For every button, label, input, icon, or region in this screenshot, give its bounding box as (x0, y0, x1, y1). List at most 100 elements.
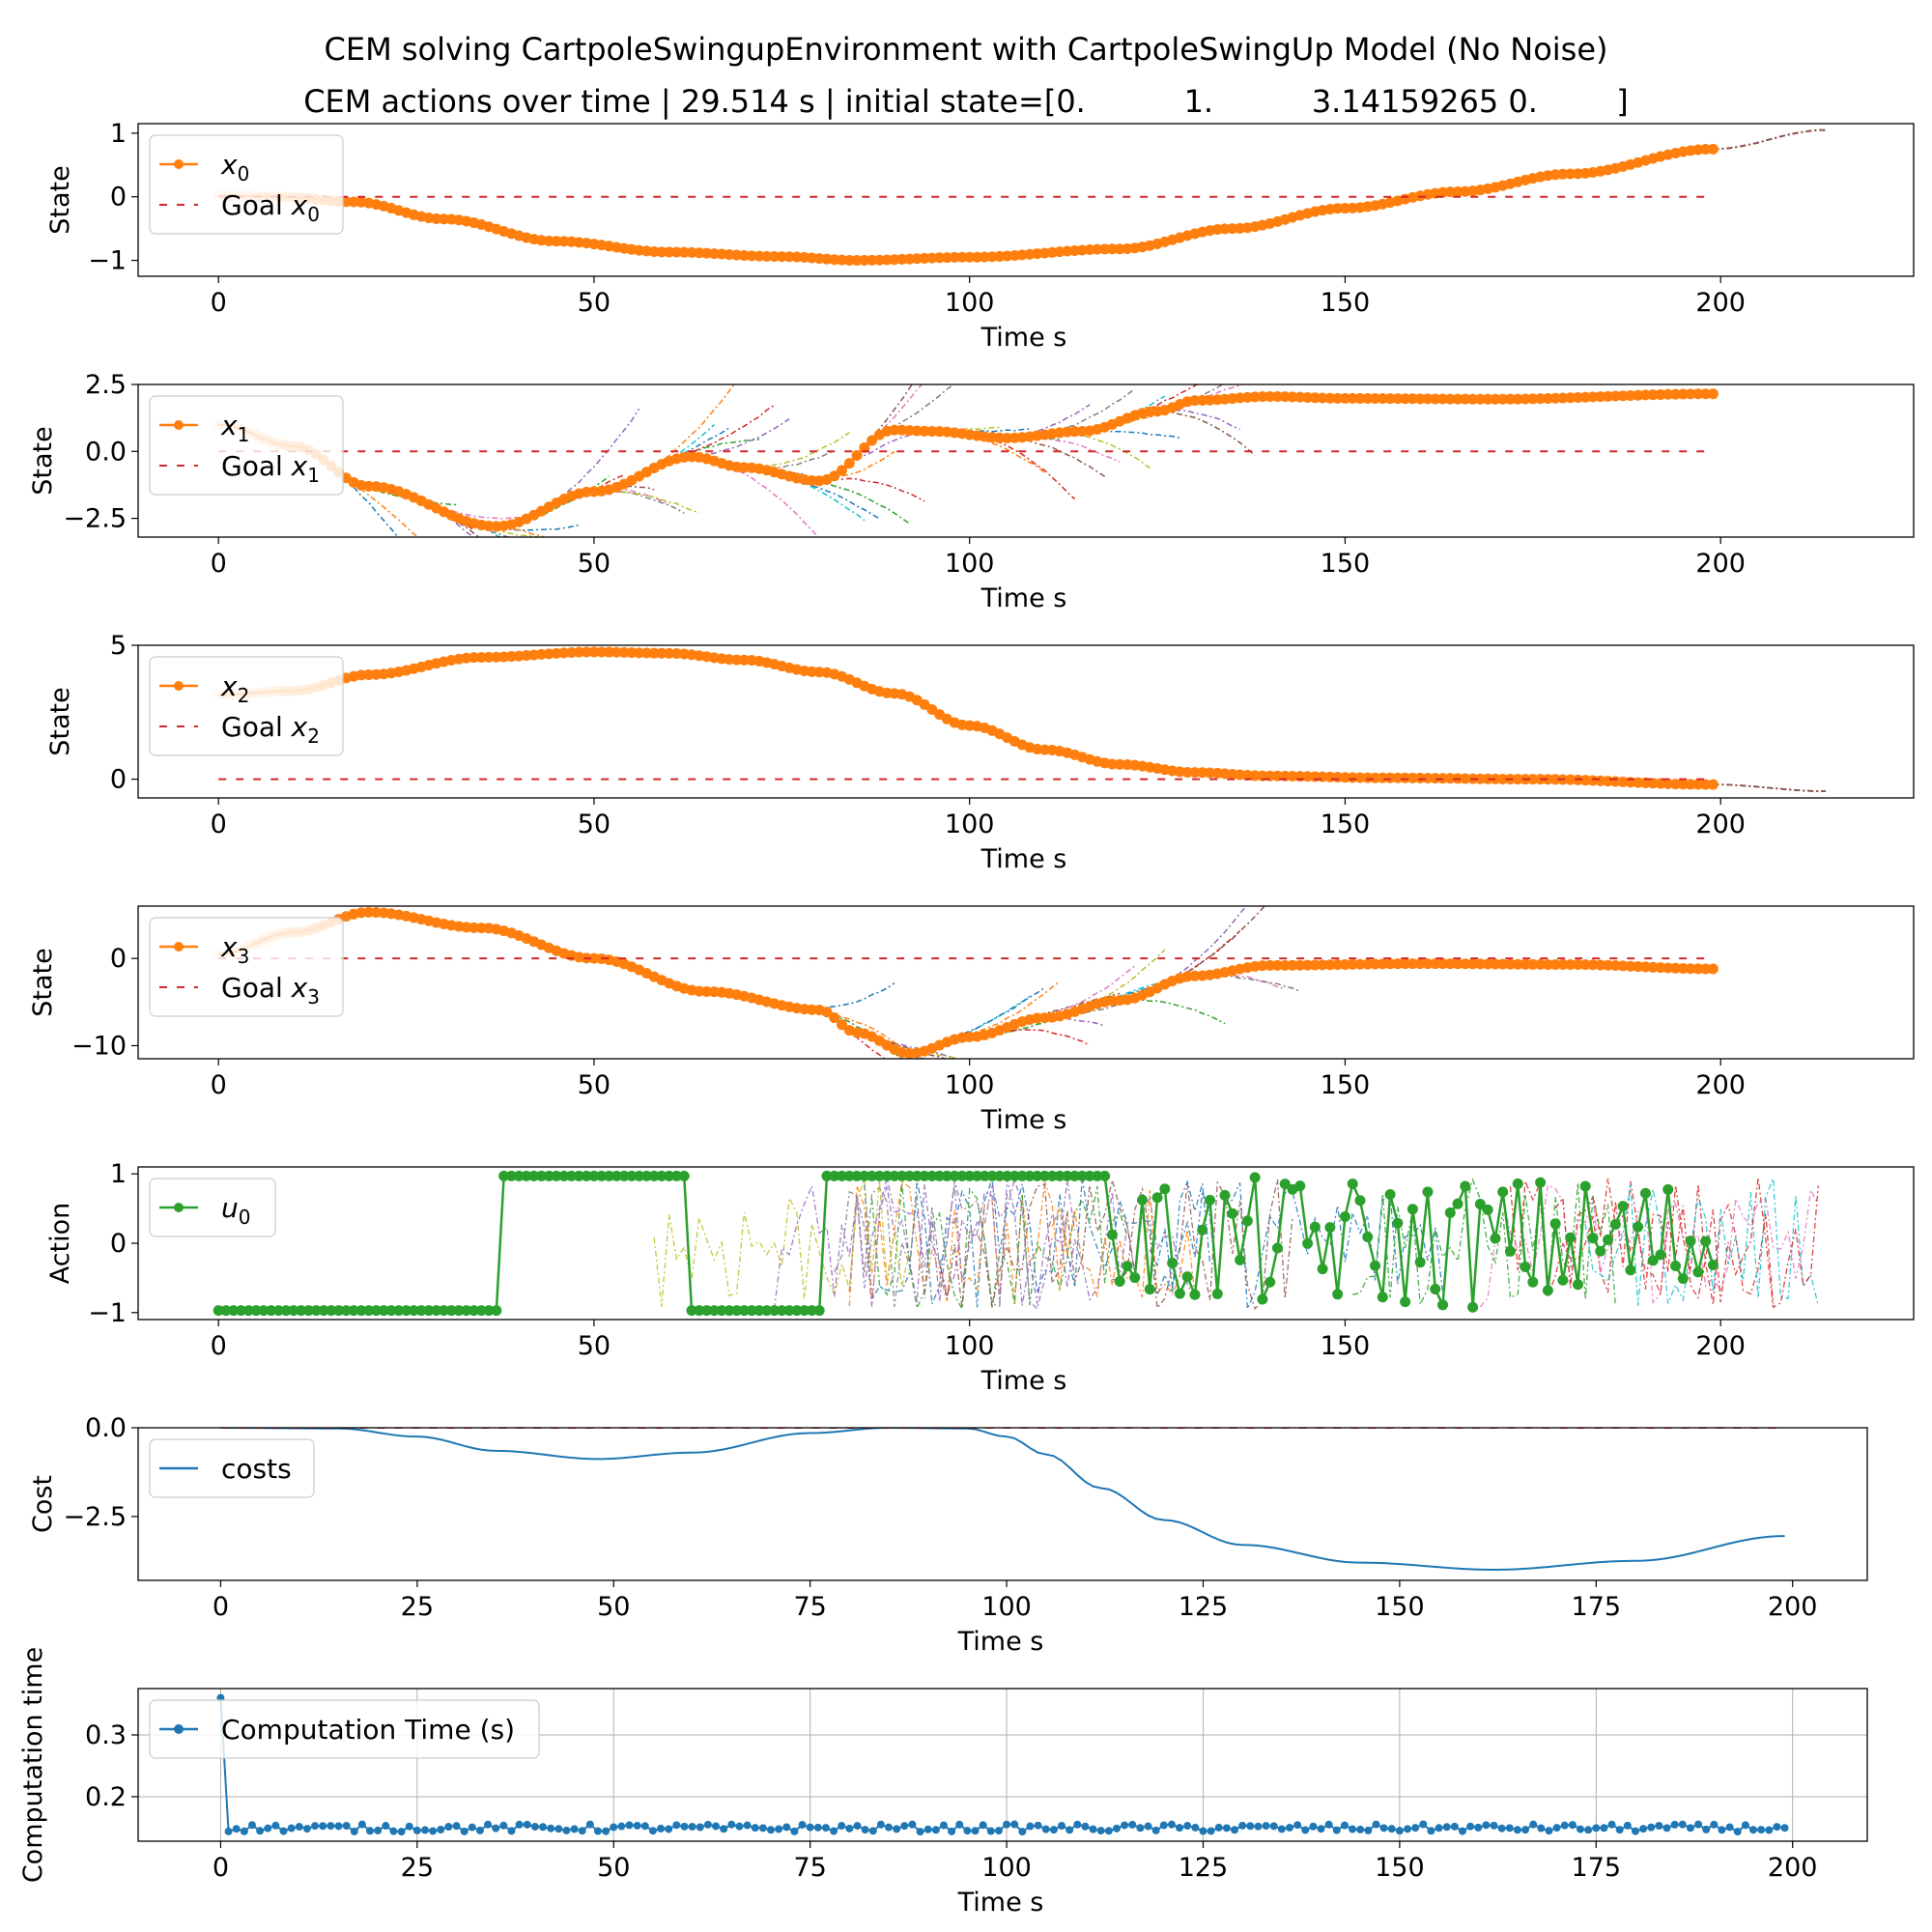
x-tick-label: 100 (945, 288, 995, 318)
rollout-line (870, 1183, 1128, 1312)
x-tick-label: 50 (578, 1331, 611, 1361)
series-point (648, 647, 660, 659)
series-point (853, 1822, 862, 1831)
series-line (218, 148, 1714, 262)
series-point (1444, 1207, 1456, 1218)
series-point (821, 1824, 830, 1833)
legend-marker (174, 420, 184, 430)
series-point (889, 254, 900, 266)
series-point (588, 1170, 600, 1181)
series-point (923, 1825, 932, 1833)
series-point (694, 1305, 705, 1317)
series-point (979, 1170, 990, 1181)
x-axis-label: Time s (980, 583, 1067, 613)
series-point (634, 647, 645, 659)
series-point (731, 249, 743, 261)
series-point (1609, 390, 1621, 402)
series-point (873, 1170, 885, 1181)
series-point (1655, 388, 1666, 400)
series-point (1490, 1233, 1501, 1244)
series-point (1354, 1195, 1366, 1207)
series-point (1003, 1820, 1011, 1829)
series-point (1490, 393, 1501, 405)
rollout-line (804, 478, 910, 525)
series-point (1227, 1208, 1238, 1219)
series-point (1354, 772, 1366, 783)
series-point (799, 1305, 810, 1317)
series-point (611, 646, 622, 658)
series-point (1549, 958, 1561, 970)
series-point (1639, 389, 1651, 401)
x-tick-label: 200 (1768, 1592, 1818, 1622)
series-point (1625, 960, 1636, 972)
series-point (1069, 244, 1081, 256)
series-point (247, 1821, 256, 1830)
series-point (1497, 393, 1509, 405)
rollout-line (834, 1180, 1009, 1307)
series-point (382, 1822, 390, 1831)
series-point (1467, 393, 1479, 405)
series-point (326, 1305, 337, 1317)
series-point (1238, 1821, 1247, 1830)
series-point (1497, 773, 1509, 784)
series-point (1482, 1821, 1491, 1830)
series-point (1460, 1180, 1471, 1192)
y-tick-label: 5 (110, 631, 127, 661)
x-tick-label: 0 (213, 1592, 229, 1622)
x-tick-label: 200 (1768, 1853, 1818, 1883)
series-point (743, 1821, 752, 1830)
series-point (1235, 769, 1246, 781)
series-point (1617, 390, 1629, 402)
series-point (1377, 958, 1388, 970)
series-point (348, 196, 359, 208)
series-line (218, 650, 1714, 786)
legend: Computation Time (s) (149, 1699, 540, 1759)
series-point (1279, 391, 1291, 403)
series-point (979, 251, 990, 263)
series-point (1347, 958, 1358, 970)
series-point (1364, 1826, 1373, 1834)
y-axis-label: Cost (28, 1475, 58, 1533)
series-point (735, 1822, 744, 1831)
series-point (1422, 1186, 1434, 1198)
series-point (566, 646, 578, 658)
series-point (851, 1170, 863, 1181)
series-point (776, 1305, 787, 1317)
series-point (1054, 1170, 1065, 1181)
series-point (806, 474, 817, 486)
y-tick-label: −1 (88, 246, 127, 276)
series-point (1527, 774, 1539, 785)
series-point (939, 1821, 948, 1830)
series-point (1521, 1826, 1530, 1834)
y-tick-label: 0.2 (85, 1782, 127, 1812)
series-point (385, 1305, 397, 1317)
series-point (656, 1170, 668, 1181)
series-point (1662, 962, 1674, 974)
series-point (1406, 772, 1418, 783)
series-point (1254, 1822, 1263, 1831)
series-point (581, 1170, 592, 1181)
series-point (1249, 1172, 1261, 1183)
series-point (469, 1305, 480, 1317)
series-point (1362, 1232, 1374, 1243)
series-point (1450, 1822, 1459, 1831)
series-point (1607, 1820, 1616, 1829)
rollout-line (1164, 906, 1265, 985)
series-point (665, 1825, 673, 1833)
series-point (830, 1827, 838, 1835)
series-point (783, 251, 795, 263)
series-point (444, 1822, 453, 1831)
series-point (1302, 1237, 1314, 1249)
series-point (1572, 391, 1583, 403)
series-point (994, 1170, 1006, 1181)
series-point (859, 441, 870, 453)
series-point (499, 1821, 508, 1830)
series-point (1294, 391, 1306, 403)
series-point (1293, 1821, 1302, 1830)
series-point (994, 432, 1006, 443)
series-point (1002, 1170, 1013, 1181)
series-point (1527, 393, 1539, 405)
series-point (806, 1004, 817, 1015)
legend-label: Goal x0 (221, 189, 320, 226)
series-point (1490, 1821, 1498, 1830)
